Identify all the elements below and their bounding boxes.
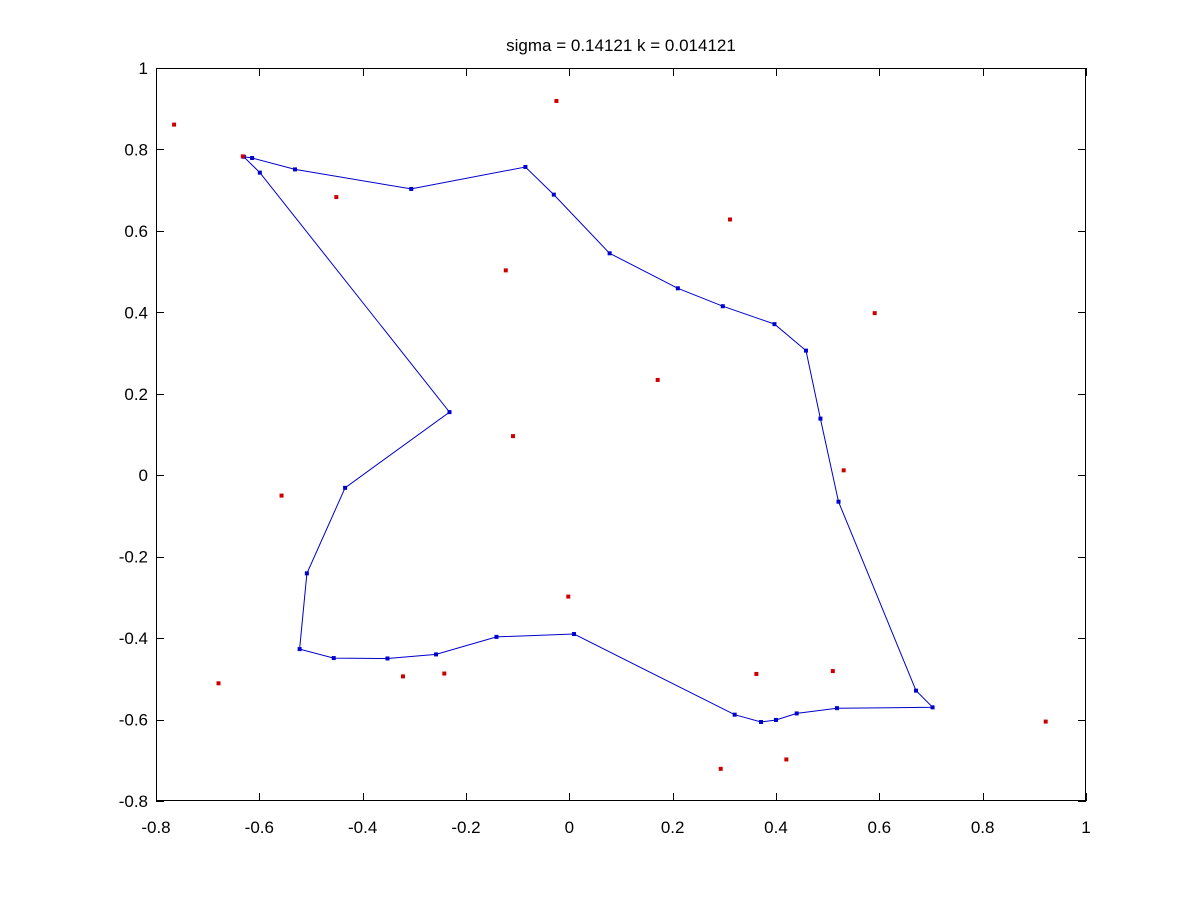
contour-point xyxy=(409,186,414,191)
contour-point xyxy=(772,322,777,327)
contour-point xyxy=(292,167,297,172)
y-tick-label: -0.4 xyxy=(119,629,148,648)
data-point xyxy=(442,671,447,676)
y-tick-label: 0.2 xyxy=(124,385,148,404)
x-tick-label: -0.4 xyxy=(348,818,377,837)
x-tick-label: -0.6 xyxy=(245,818,274,837)
series-layer xyxy=(172,98,1048,771)
x-tick-label: 0 xyxy=(565,818,574,837)
data-point xyxy=(511,434,516,439)
x-tick-label: 0.6 xyxy=(868,818,892,837)
x-tick-label: 1 xyxy=(1081,818,1090,837)
y-tick-label: 0 xyxy=(139,466,148,485)
contour-point xyxy=(720,304,725,309)
contour-point xyxy=(571,632,576,637)
axis-ticks: -0.8 -0.6 -0.4 -0.2 0 0.2 0.4 0.6 0.8 1 -0.8 -0.6 -0… xyxy=(119,59,1091,837)
plot-area xyxy=(156,68,1086,801)
y-tick-label: 0.6 xyxy=(124,222,148,241)
data-point xyxy=(728,217,733,222)
data-point xyxy=(334,195,339,200)
x-tick-label: -0.8 xyxy=(141,818,170,837)
contour-point xyxy=(794,711,799,716)
contour-point xyxy=(930,705,935,710)
data-point xyxy=(554,98,559,103)
y-tick-label: -0.2 xyxy=(119,548,148,567)
contour-point xyxy=(297,647,302,652)
contour-point xyxy=(447,410,452,415)
y-tick-label: -0.6 xyxy=(119,711,148,730)
data-point xyxy=(841,468,846,473)
data-point xyxy=(503,268,508,273)
x-tick-label: -0.2 xyxy=(451,818,480,837)
contour-point xyxy=(250,155,255,160)
contour-point xyxy=(818,416,823,421)
data-point xyxy=(400,674,405,679)
y-tick-label: 0.8 xyxy=(124,140,148,159)
contour-point xyxy=(434,652,439,657)
contour-point xyxy=(774,717,778,722)
contour-point xyxy=(494,634,499,639)
contour-point xyxy=(304,571,309,576)
contour-point xyxy=(675,286,680,291)
data-point xyxy=(784,757,789,762)
data-point xyxy=(279,493,284,498)
data-point xyxy=(754,671,759,676)
x-tick-label: 0.8 xyxy=(971,818,995,837)
contour-point xyxy=(607,251,612,256)
y-tick-label: 0.4 xyxy=(124,303,148,322)
data-point xyxy=(830,669,835,674)
contour-point xyxy=(732,712,737,717)
contour-point xyxy=(523,164,528,169)
contour-point xyxy=(385,656,390,661)
data-point xyxy=(240,154,245,159)
x-tick-label: 0.2 xyxy=(661,818,685,837)
data-point xyxy=(172,122,177,127)
data-point xyxy=(718,766,723,771)
data-point xyxy=(216,681,221,686)
data-point xyxy=(872,311,877,316)
contour-point xyxy=(759,719,764,724)
data-point xyxy=(566,594,571,599)
x-tick-label: 0.4 xyxy=(764,818,788,837)
data-point xyxy=(1043,719,1048,724)
contour-point xyxy=(914,688,919,693)
contour-point xyxy=(803,348,808,353)
contour-point xyxy=(343,485,348,490)
data-point xyxy=(655,377,660,382)
y-tick-label: -0.8 xyxy=(119,792,148,811)
contour-point xyxy=(836,499,841,504)
plot-frame xyxy=(156,68,1086,801)
contour-point xyxy=(551,192,556,197)
contour-point xyxy=(257,170,262,175)
contour-point xyxy=(331,656,336,661)
chart-title: sigma = 0.14121 k = 0.014121 xyxy=(506,36,736,55)
y-tick-label: 1 xyxy=(139,59,148,78)
contour-point xyxy=(834,706,839,711)
